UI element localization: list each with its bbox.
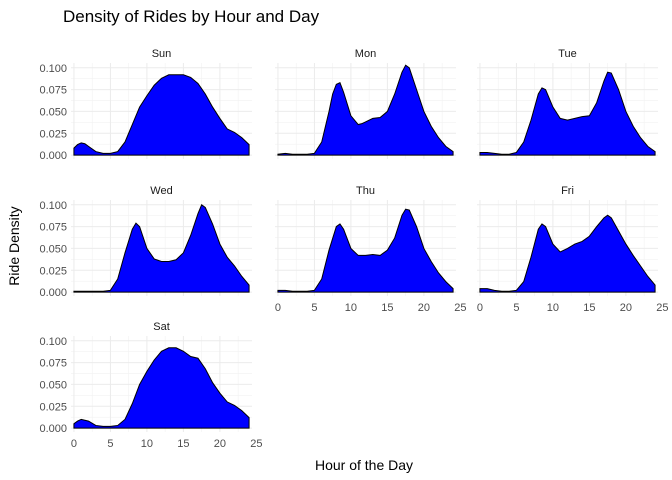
- facet-fri: Fri 0 5 10 15 20 25: [477, 185, 669, 314]
- x-tick-label: 0: [275, 302, 281, 314]
- facet-thu: Thu 0 5 10 15 20 25: [275, 185, 467, 314]
- x-tick-label: 10: [345, 302, 357, 314]
- y-tick-label: 0.050: [39, 243, 67, 255]
- facet-label: Thu: [356, 185, 375, 197]
- facet-mon: Mon: [275, 48, 456, 159]
- density-area: [277, 64, 454, 156]
- x-tick-label: 20: [214, 438, 226, 450]
- facet-sat: Sat 0.000 0.025 0.050 0.075 0.100 0 5 10 15 20 25: [39, 321, 262, 450]
- x-tick-label: 10: [141, 438, 153, 450]
- y-tick-label: 0.025: [39, 128, 67, 140]
- x-tick-label: 25: [454, 302, 466, 314]
- y-tick-label: 0.100: [39, 200, 67, 212]
- y-axis-title: Ride Density: [6, 206, 22, 285]
- facet-label: Wed: [150, 185, 172, 197]
- facet-sun: Sun 0.000 0.025 0.050 0.075 0.100: [39, 48, 252, 162]
- density-area: [73, 347, 250, 429]
- density-area: [479, 214, 656, 293]
- density-area: [73, 74, 250, 156]
- facet-label: Tue: [558, 48, 577, 60]
- x-axis-title: Hour of the Day: [315, 457, 413, 473]
- x-tick-label: 0: [71, 438, 77, 450]
- density-area: [277, 208, 454, 293]
- x-tick-label: 15: [583, 302, 595, 314]
- x-tick-label: 20: [418, 302, 430, 314]
- facet-wed: Wed 0.000 0.025 0.050 0.075 0.100: [39, 185, 252, 299]
- density-area: [73, 204, 250, 293]
- facet-label: Sat: [153, 321, 170, 333]
- x-tick-label: 25: [250, 438, 262, 450]
- y-tick-label: 0.075: [39, 85, 67, 97]
- x-tick-label: 15: [381, 302, 393, 314]
- y-tick-label: 0.100: [39, 63, 67, 75]
- chart-title: Density of Rides by Hour and Day: [63, 7, 320, 26]
- facet-label: Mon: [355, 48, 376, 60]
- y-tick-label: 0.100: [39, 336, 67, 348]
- x-tick-label: 5: [107, 438, 113, 450]
- x-tick-label: 5: [311, 302, 317, 314]
- x-tick-label: 5: [513, 302, 519, 314]
- y-tick-label: 0.025: [39, 401, 67, 413]
- y-tick-label: 0.050: [39, 379, 67, 391]
- facet-tue: Tue: [477, 48, 658, 159]
- x-tick-label: 25: [656, 302, 668, 314]
- y-tick-label: 0.075: [39, 222, 67, 234]
- y-tick-label: 0.050: [39, 106, 67, 118]
- x-tick-label: 10: [547, 302, 559, 314]
- facet-label: Sun: [152, 48, 172, 60]
- y-tick-label: 0.000: [39, 150, 67, 162]
- y-tick-label: 0.075: [39, 358, 67, 370]
- y-tick-label: 0.025: [39, 265, 67, 277]
- facet-label: Fri: [561, 185, 574, 197]
- y-tick-label: 0.000: [39, 287, 67, 299]
- facet-panels: Sun 0.000 0.025 0.050 0.075 0.100 Mon Tue Wed 0.0…: [39, 48, 668, 450]
- y-tick-label: 0.000: [39, 423, 67, 435]
- x-tick-label: 15: [177, 438, 189, 450]
- density-area: [479, 71, 656, 156]
- x-tick-label: 0: [477, 302, 483, 314]
- x-tick-label: 20: [620, 302, 632, 314]
